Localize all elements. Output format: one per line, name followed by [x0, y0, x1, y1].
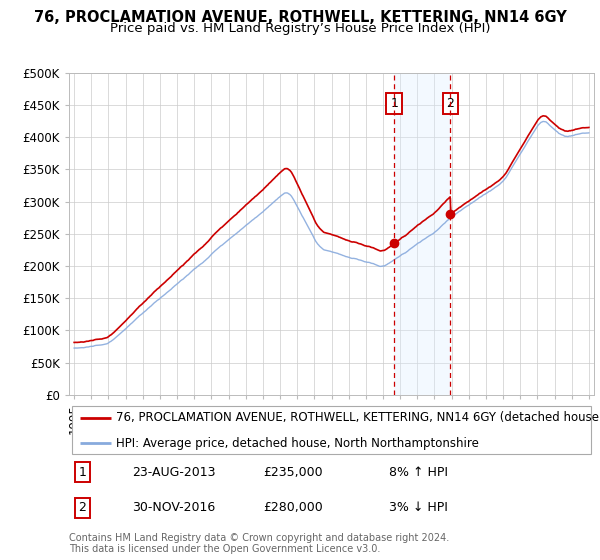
Text: £280,000: £280,000 [263, 501, 323, 514]
Bar [394, 73, 450, 395]
Text: 3% ↓ HPI: 3% ↓ HPI [389, 501, 448, 514]
Text: 8% ↑ HPI: 8% ↑ HPI [389, 465, 448, 479]
Text: HPI: Average price, detached house, North Northamptonshire: HPI: Average price, detached house, Nort… [116, 437, 479, 450]
Text: 2: 2 [446, 97, 454, 110]
Text: 1: 1 [78, 465, 86, 479]
Text: Contains HM Land Registry data © Crown copyright and database right 2024.
This d: Contains HM Land Registry data © Crown c… [69, 533, 449, 554]
Text: 1: 1 [390, 97, 398, 110]
Text: 76, PROCLAMATION AVENUE, ROTHWELL, KETTERING, NN14 6GY: 76, PROCLAMATION AVENUE, ROTHWELL, KETTE… [34, 10, 566, 25]
Text: 30-NOV-2016: 30-NOV-2016 [132, 501, 215, 514]
Text: 76, PROCLAMATION AVENUE, ROTHWELL, KETTERING, NN14 6GY (detached house): 76, PROCLAMATION AVENUE, ROTHWELL, KETTE… [116, 411, 600, 424]
Text: 2: 2 [78, 501, 86, 514]
Text: Price paid vs. HM Land Registry’s House Price Index (HPI): Price paid vs. HM Land Registry’s House … [110, 22, 490, 35]
Text: 23-AUG-2013: 23-AUG-2013 [132, 465, 215, 479]
FancyBboxPatch shape [71, 406, 592, 454]
Text: £235,000: £235,000 [263, 465, 323, 479]
